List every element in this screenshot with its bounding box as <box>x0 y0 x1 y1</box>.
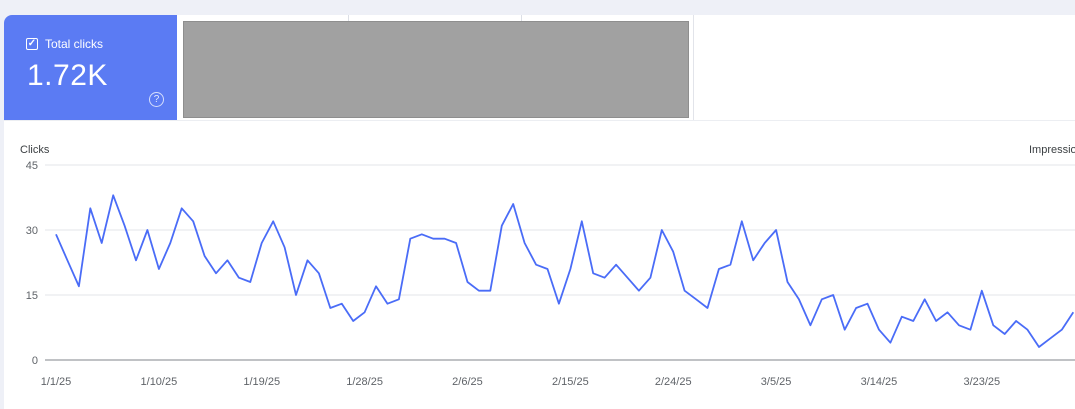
metric-label: Total clicks <box>45 37 104 51</box>
y-tick-label: 15 <box>26 290 38 302</box>
section-divider <box>4 120 1075 121</box>
x-tick-label: 2/6/25 <box>452 376 483 388</box>
x-tick-label: 3/14/25 <box>861 376 898 388</box>
y-tick-label: 45 <box>26 160 38 172</box>
checkbox-checked-icon[interactable]: ✓ <box>26 38 38 50</box>
metric-divider <box>521 15 522 22</box>
y-tick-label: 30 <box>26 225 38 237</box>
secondary-axis-title: Impressio <box>1029 144 1075 156</box>
x-tick-label: 2/15/25 <box>552 376 589 388</box>
x-tick-label: 3/23/25 <box>963 376 1000 388</box>
x-tick-label: 2/24/25 <box>655 376 692 388</box>
x-axis-ticks: 1/1/25 1/10/25 1/19/25 1/28/25 2/6/25 2/15/25… <box>41 376 1000 388</box>
x-tick-label: 1/19/25 <box>243 376 280 388</box>
grid-lines <box>45 164 1075 361</box>
redacted-area <box>183 21 689 118</box>
y-tick-label: 0 <box>32 355 38 367</box>
y-axis-title: Clicks <box>20 144 50 156</box>
x-tick-label: 1/28/25 <box>346 376 383 388</box>
y-axis-ticks: 0 15 30 45 <box>26 160 38 367</box>
metric-header: ✓ Total clicks <box>26 37 103 51</box>
metric-value: 1.72K <box>27 59 108 92</box>
x-tick-label: 3/5/25 <box>761 376 792 388</box>
x-tick-label: 1/1/25 <box>41 376 72 388</box>
x-tick-label: 1/10/25 <box>141 376 178 388</box>
question-mark-circle-icon[interactable]: ? <box>149 92 164 107</box>
metric-divider <box>348 15 349 22</box>
total-clicks-card[interactable]: ✓ Total clicks 1.72K ? <box>4 15 177 120</box>
series-line-clicks <box>55 194 1075 348</box>
